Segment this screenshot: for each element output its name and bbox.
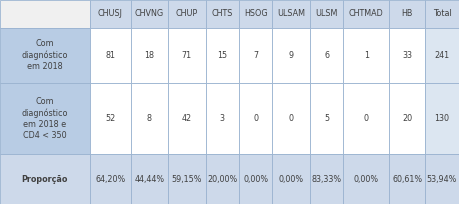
- Bar: [425, 154, 459, 204]
- Text: CHUP: CHUP: [176, 9, 198, 18]
- Text: 0,00%: 0,00%: [243, 174, 268, 184]
- Bar: [206, 83, 239, 154]
- Bar: [343, 83, 389, 154]
- Text: 0,00%: 0,00%: [353, 174, 379, 184]
- Text: 0,00%: 0,00%: [279, 174, 304, 184]
- Bar: [272, 154, 310, 204]
- Bar: [168, 154, 206, 204]
- Bar: [272, 0, 310, 28]
- Bar: [389, 0, 425, 28]
- Text: ULSAM: ULSAM: [277, 9, 305, 18]
- Text: 6: 6: [324, 51, 329, 60]
- Text: CHTS: CHTS: [212, 9, 233, 18]
- Text: 0: 0: [364, 114, 369, 123]
- Text: CHUSJ: CHUSJ: [98, 9, 123, 18]
- Text: Com
diagnóstico
em 2018: Com diagnóstico em 2018: [22, 39, 68, 71]
- Text: 60,61%: 60,61%: [392, 174, 422, 184]
- Bar: [425, 0, 459, 28]
- Bar: [131, 28, 168, 83]
- Bar: [0, 83, 90, 154]
- Bar: [389, 28, 425, 83]
- Bar: [0, 154, 90, 204]
- Bar: [131, 154, 168, 204]
- Bar: [239, 28, 272, 83]
- Bar: [425, 28, 459, 83]
- Bar: [310, 83, 343, 154]
- Text: 0: 0: [289, 114, 294, 123]
- Text: 7: 7: [253, 51, 258, 60]
- Bar: [131, 0, 168, 28]
- Text: 53,94%: 53,94%: [427, 174, 457, 184]
- Bar: [168, 28, 206, 83]
- Text: Total: Total: [433, 9, 451, 18]
- Bar: [343, 154, 389, 204]
- Bar: [239, 0, 272, 28]
- Text: 18: 18: [145, 51, 154, 60]
- Bar: [272, 28, 310, 83]
- Bar: [239, 154, 272, 204]
- Text: 44,44%: 44,44%: [134, 174, 164, 184]
- Text: 83,33%: 83,33%: [312, 174, 341, 184]
- Bar: [168, 83, 206, 154]
- Text: 241: 241: [435, 51, 450, 60]
- Text: 52: 52: [105, 114, 115, 123]
- Bar: [425, 83, 459, 154]
- Bar: [131, 83, 168, 154]
- Text: 59,15%: 59,15%: [172, 174, 202, 184]
- Text: 5: 5: [324, 114, 329, 123]
- Bar: [206, 154, 239, 204]
- Bar: [90, 154, 131, 204]
- Bar: [90, 83, 131, 154]
- Text: 64,20%: 64,20%: [95, 174, 125, 184]
- Bar: [0, 28, 90, 83]
- Text: 8: 8: [147, 114, 152, 123]
- Text: 15: 15: [217, 51, 227, 60]
- Text: 42: 42: [182, 114, 192, 123]
- Text: 20: 20: [402, 114, 412, 123]
- Text: Proporção: Proporção: [22, 174, 68, 184]
- Text: 130: 130: [435, 114, 449, 123]
- Bar: [343, 28, 389, 83]
- Bar: [90, 28, 131, 83]
- Bar: [168, 0, 206, 28]
- Bar: [343, 0, 389, 28]
- Bar: [272, 83, 310, 154]
- Text: CHTMAD: CHTMAD: [349, 9, 384, 18]
- Bar: [239, 83, 272, 154]
- Text: 71: 71: [182, 51, 192, 60]
- Bar: [310, 28, 343, 83]
- Bar: [0, 0, 90, 28]
- Bar: [310, 0, 343, 28]
- Text: 3: 3: [220, 114, 225, 123]
- Bar: [206, 0, 239, 28]
- Text: 0: 0: [253, 114, 258, 123]
- Bar: [389, 83, 425, 154]
- Text: CHVNG: CHVNG: [135, 9, 164, 18]
- Bar: [206, 28, 239, 83]
- Text: 20,00%: 20,00%: [207, 174, 237, 184]
- Text: HB: HB: [402, 9, 413, 18]
- Text: 1: 1: [364, 51, 369, 60]
- Bar: [389, 154, 425, 204]
- Bar: [310, 154, 343, 204]
- Text: 33: 33: [402, 51, 412, 60]
- Text: ULSM: ULSM: [315, 9, 338, 18]
- Text: 9: 9: [289, 51, 294, 60]
- Text: 81: 81: [105, 51, 115, 60]
- Bar: [90, 0, 131, 28]
- Text: HSOG: HSOG: [244, 9, 268, 18]
- Text: Com
diagnóstico
em 2018 e
CD4 < 350: Com diagnóstico em 2018 e CD4 < 350: [22, 97, 68, 140]
